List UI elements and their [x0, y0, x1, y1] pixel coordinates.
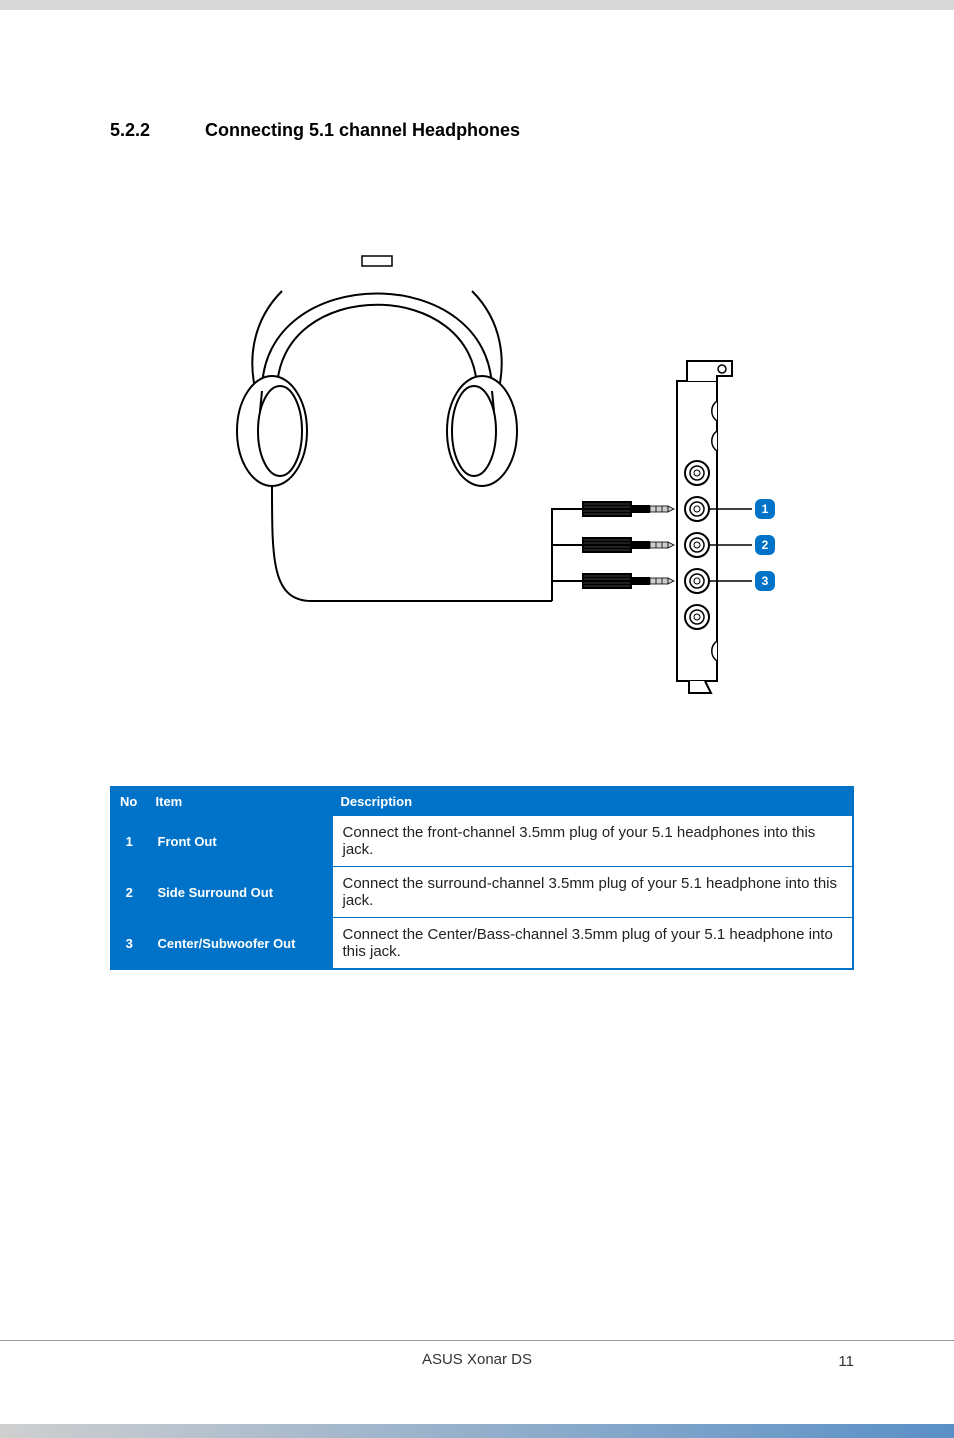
callout-3: 3: [762, 574, 769, 588]
bottom-gradient-bar: [0, 1424, 954, 1438]
row-item: Side Surround Out: [147, 867, 332, 918]
table-row: 3 Center/Subwoofer Out Connect the Cente…: [111, 918, 853, 970]
row-item: Center/Subwoofer Out: [147, 918, 332, 970]
callout-2: 2: [762, 538, 769, 552]
row-no: 1: [111, 816, 147, 867]
section-heading: 5.2.2 Connecting 5.1 channel Headphones: [110, 120, 854, 141]
th-desc: Description: [332, 787, 853, 816]
port-description-table: No Item Description 1 Front Out Connect …: [110, 786, 854, 970]
row-desc: Connect the front-channel 3.5mm plug of …: [332, 816, 853, 867]
heading-number: 5.2.2: [110, 120, 200, 141]
page: 5.2.2 Connecting 5.1 channel Headphones: [0, 10, 954, 1438]
top-bar: [0, 0, 954, 10]
row-desc: Connect the Center/Bass-channel 3.5mm pl…: [332, 918, 853, 970]
row-desc: Connect the surround-channel 3.5mm plug …: [332, 867, 853, 918]
row-no: 3: [111, 918, 147, 970]
row-item: Front Out: [147, 816, 332, 867]
footer-page-number: 11: [838, 1353, 854, 1370]
footer-product: ASUS Xonar DS: [422, 1351, 532, 1368]
headphone-diagram-svg: 1 2 3: [182, 221, 782, 701]
table-row: 2 Side Surround Out Connect the surround…: [111, 867, 853, 918]
row-no: 2: [111, 867, 147, 918]
callout-1: 1: [762, 502, 769, 516]
heading-title: Connecting 5.1 channel Headphones: [205, 120, 520, 140]
th-item: Item: [147, 787, 332, 816]
table-row: 1 Front Out Connect the front-channel 3.…: [111, 816, 853, 867]
diagram: 1 2 3: [110, 221, 854, 706]
page-footer: ASUS Xonar DS 11: [0, 1340, 954, 1368]
th-no: No: [111, 787, 147, 816]
